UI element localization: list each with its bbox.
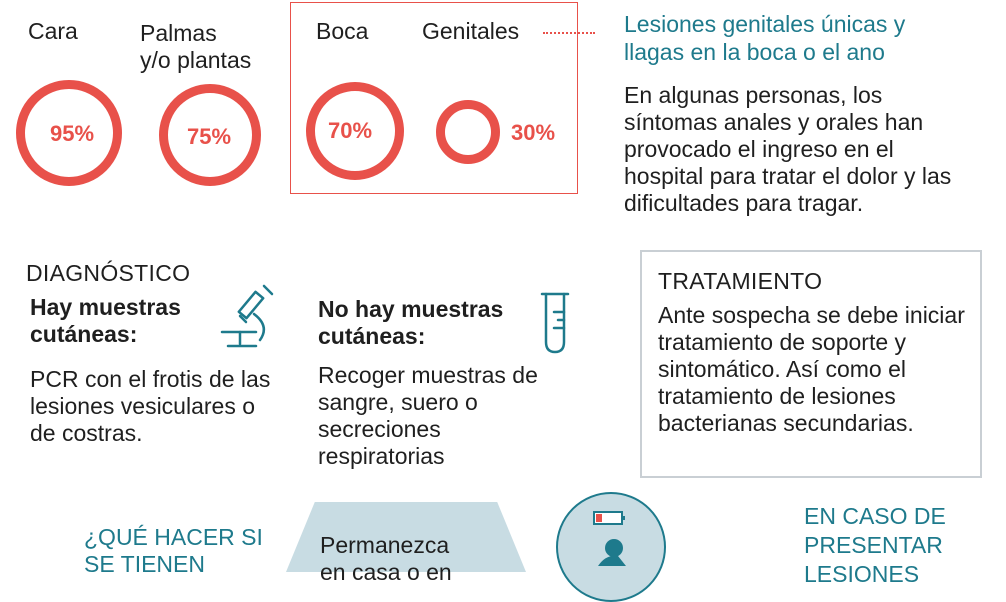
dotted-connector: [543, 32, 595, 34]
percent-genitales: 30%: [511, 120, 556, 145]
tratamiento-box: [640, 250, 982, 478]
with-samples-title: Hay muestras cutáneas:: [30, 294, 181, 347]
diagnostico-heading: DIAGNÓSTICO: [26, 260, 191, 286]
ring-cara: [16, 80, 122, 186]
que-hacer-heading: ¿QUÉ HACER SI SE TIENEN: [84, 524, 263, 577]
highlight-frame: [290, 2, 578, 194]
low-battery-icon: [593, 511, 626, 566]
ring-genitales: [436, 100, 500, 164]
percent-palmas: 75%: [187, 124, 232, 149]
without-samples-title: No hay muestras cutáneas:: [318, 296, 504, 349]
label-boca: Boca: [316, 18, 369, 44]
label-genitales: Genitales: [422, 18, 520, 44]
ring-palmas: [159, 84, 261, 186]
label-palmas: Palmas y/o plantas: [140, 20, 252, 73]
permanezca-text: Permanezca en casa o en: [320, 532, 452, 585]
callout-title: Lesiones genitales únicas y llagas en la…: [624, 11, 906, 65]
percent-boca: 70%: [328, 118, 373, 143]
callout-text: En algunas personas, los síntomas anales…: [624, 82, 952, 216]
test-tube-icon: [540, 292, 570, 354]
ring-boca: [306, 82, 404, 180]
percent-cara: 95%: [50, 121, 95, 146]
en-caso-heading: EN CASO DE PRESENTAR LESIONES: [804, 503, 946, 587]
without-samples-text: Recoger muestras de sangre, suero o secr…: [318, 362, 538, 469]
tratamiento-text: Ante sospecha se debe iniciar tratamient…: [658, 302, 965, 436]
trapezoid-panel: [286, 502, 526, 572]
microscope-icon: [220, 284, 274, 348]
label-cara: Cara: [28, 18, 78, 44]
with-samples-text: PCR con el frotis de las lesiones vesicu…: [30, 366, 271, 446]
tratamiento-heading: TRATAMIENTO: [658, 268, 823, 294]
